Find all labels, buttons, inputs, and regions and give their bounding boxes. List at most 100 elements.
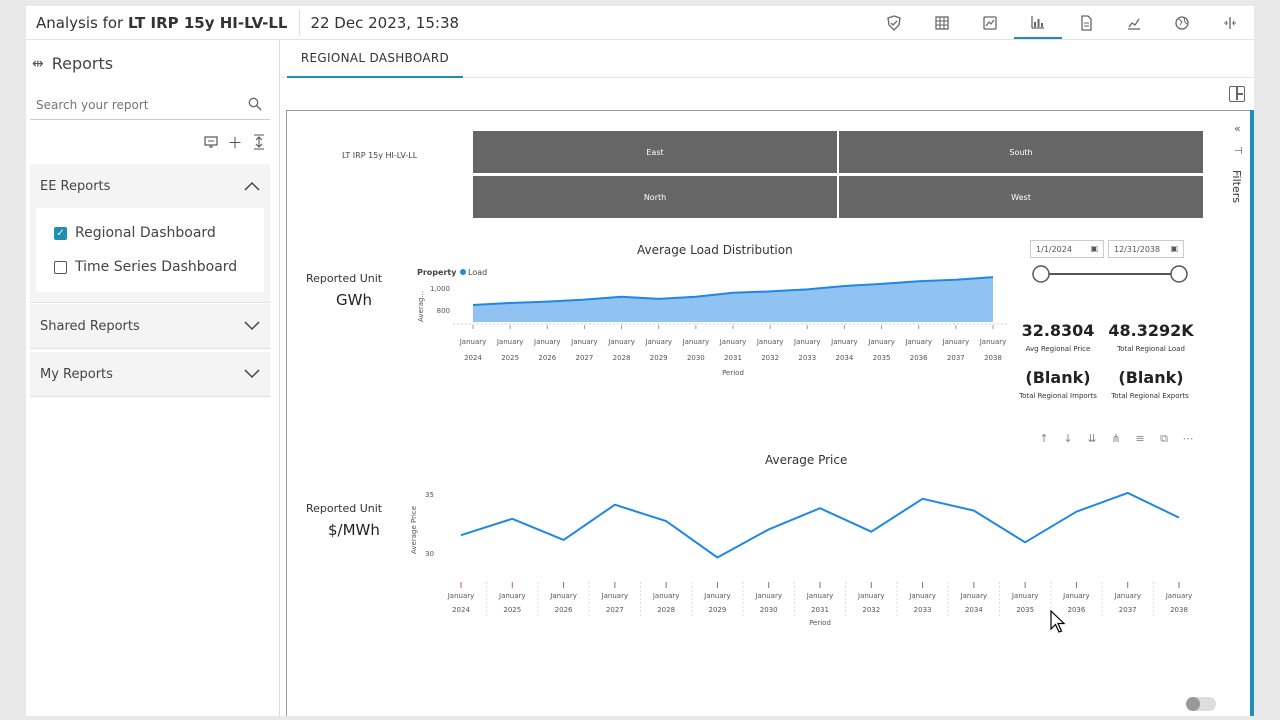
price-line-chart[interactable]: 35 30 Average Price January 2024 January 2025 J… <box>404 476 1204 632</box>
chart-view-button[interactable] <box>966 6 1014 39</box>
shared-reports-header[interactable]: Shared Reports <box>30 304 270 348</box>
report-item-time-series-dashboard[interactable]: Time Series Dashboard <box>36 250 264 284</box>
load-area-chart[interactable]: Property Load 1,000 800 Averag... January 2024… <box>410 262 1010 382</box>
focus-mode-icon[interactable]: ⧉ <box>1160 432 1168 445</box>
reports-title: Reports <box>51 54 114 73</box>
end-date-value: 12/31/2038 <box>1114 244 1161 254</box>
region-button-west[interactable]: West <box>839 176 1203 218</box>
app-header: Analysis for LT IRP 15y HI-LV-LL 22 Dec … <box>26 6 1254 40</box>
legend-entry: Load <box>468 268 487 277</box>
visual-header-toolbar: ↑ ↓ ⇊ ⋔ ≡ ⧉ ⋯ <box>1036 432 1196 446</box>
search-icon[interactable] <box>248 97 262 111</box>
slider-end-handle[interactable] <box>1170 265 1188 283</box>
kpi-imports-value: (Blank) <box>1025 368 1091 387</box>
x-tick-month: January <box>979 338 1007 346</box>
expand-hierarchy-icon[interactable]: ⋔ <box>1111 432 1121 445</box>
x-tick-year: 2037 <box>947 354 965 362</box>
x-tick-month: January <box>607 338 635 346</box>
shared-reports-label: Shared Reports <box>40 318 140 334</box>
price-unit-label: Reported Unit <box>306 502 383 515</box>
x-tick-month: January <box>719 338 747 346</box>
x-tick-year: 2029 <box>650 354 668 362</box>
kpi-exports-value: (Blank) <box>1118 368 1184 387</box>
collapse-filters-icon[interactable]: « <box>1234 122 1241 135</box>
region-button-east[interactable]: East <box>473 131 837 173</box>
ee-reports-header[interactable]: EE Reports <box>30 164 270 208</box>
filter-icon: ⊣ <box>1234 146 1243 157</box>
calendar-icon[interactable]: ▣ <box>1170 244 1178 253</box>
calendar-icon[interactable]: ▣ <box>1090 244 1098 253</box>
slider-start-handle[interactable] <box>1032 265 1050 283</box>
analysis-datetime: 22 Dec 2023, 15:38 <box>310 13 460 32</box>
filter-lines-icon[interactable]: ≡ <box>1135 432 1145 445</box>
x-tick-year: 2032 <box>761 354 779 362</box>
report-item-regional-dashboard[interactable]: ✓ Regional Dashboard <box>36 216 264 250</box>
region-button-south[interactable]: South <box>839 131 1203 173</box>
checkbox-unchecked-icon[interactable] <box>54 260 67 274</box>
x-tick-month: January <box>644 338 672 346</box>
header-divider <box>299 9 301 36</box>
x-tick-month: January <box>857 592 885 600</box>
collapse-panel-icon[interactable]: ⇹ <box>32 55 44 72</box>
grid-icon <box>935 15 949 30</box>
monitor-report-icon[interactable] <box>204 134 218 150</box>
document-view-button[interactable] <box>1062 6 1110 39</box>
analysis-title-prefix: Analysis for <box>36 13 124 32</box>
x-tick-year: 2034 <box>836 354 854 362</box>
more-options-icon[interactable]: ⋯ <box>1182 432 1194 445</box>
reports-view-button[interactable] <box>1014 6 1062 39</box>
tab-regional-dashboard[interactable]: REGIONAL DASHBOARD <box>287 40 463 78</box>
price-unit-value: $/MWh <box>328 521 380 539</box>
x-tick-year: 2034 <box>965 606 983 614</box>
map-view-button[interactable] <box>1158 6 1206 39</box>
x-axis-label: Period <box>809 619 831 627</box>
x-tick-year: 2033 <box>798 354 816 362</box>
start-date-input[interactable]: 1/1/2024 ▣ <box>1030 240 1104 258</box>
chevron-down-icon <box>244 369 260 379</box>
date-range-slider[interactable] <box>1030 262 1190 286</box>
load-unit-label: Reported Unit <box>306 272 383 285</box>
toggle-switch[interactable] <box>1186 697 1216 711</box>
x-tick-year: 2035 <box>1016 606 1034 614</box>
x-tick-month: January <box>756 338 784 346</box>
trend-view-button[interactable] <box>1110 6 1158 39</box>
expand-all-icon[interactable] <box>252 134 266 150</box>
load-series-line <box>472 276 994 306</box>
arrow-down-icon[interactable]: ↓ <box>1063 432 1073 445</box>
report-item-label: Regional Dashboard <box>75 225 216 241</box>
price-chart-title: Average Price <box>765 453 848 467</box>
arrow-up-icon[interactable]: ↑ <box>1039 432 1049 445</box>
filters-pane[interactable]: « ⊣ Filters <box>1228 118 1254 238</box>
x-tick-month: January <box>498 592 526 600</box>
reports-header: ⇹ Reports <box>32 54 113 73</box>
x-tick-year: 2036 <box>910 354 928 362</box>
validation-view-button[interactable] <box>870 6 918 39</box>
x-tick-month: January <box>570 338 598 346</box>
region-button-north[interactable]: North <box>473 176 837 218</box>
load-chart-title: Average Load Distribution <box>637 243 793 257</box>
x-tick-year: 2025 <box>501 354 519 362</box>
table-view-button[interactable] <box>918 6 966 39</box>
x-tick-year: 2031 <box>811 606 829 614</box>
checkbox-checked-icon[interactable]: ✓ <box>54 226 67 240</box>
my-reports-header[interactable]: My Reports <box>30 352 270 396</box>
chevron-down-icon <box>244 321 260 331</box>
report-tabs: REGIONAL DASHBOARD <box>281 40 1254 78</box>
shared-reports-panel: Shared Reports <box>30 304 270 349</box>
add-report-icon[interactable]: ＋ <box>227 133 243 152</box>
report-item-label: Time Series Dashboard <box>75 259 238 275</box>
layout-toggle-icon[interactable] <box>1229 86 1245 102</box>
shield-check-icon <box>887 14 901 31</box>
end-date-input[interactable]: 12/31/2038 ▣ <box>1108 240 1184 258</box>
split-view-button[interactable] <box>1206 6 1254 39</box>
bar-chart-icon <box>1031 15 1044 29</box>
drill-down-all-icon[interactable]: ⇊ <box>1087 432 1097 445</box>
x-tick-year: 2027 <box>606 606 624 614</box>
report-search-input[interactable] <box>30 92 235 118</box>
x-tick-month: January <box>459 338 487 346</box>
x-tick-year: 2038 <box>984 354 1002 362</box>
legend-marker <box>460 269 466 275</box>
y-tick-label: 1,000 <box>430 285 450 293</box>
x-tick-year: 2038 <box>1170 606 1188 614</box>
x-tick-month: January <box>1011 592 1039 600</box>
